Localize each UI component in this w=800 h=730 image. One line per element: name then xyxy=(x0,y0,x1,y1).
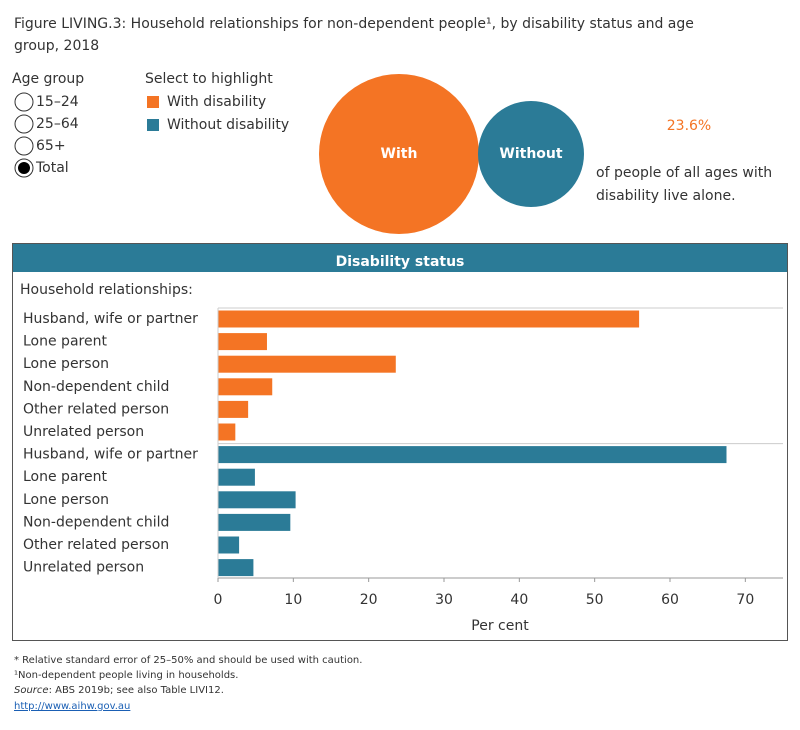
legend-label[interactable]: Without disability xyxy=(167,117,289,133)
bar[interactable] xyxy=(218,355,396,373)
bar[interactable] xyxy=(218,491,296,509)
bar[interactable] xyxy=(218,536,240,554)
x-tick-label: 0 xyxy=(214,592,223,608)
title: Figure LIVING.3: Household relationships… xyxy=(14,16,694,32)
bar[interactable] xyxy=(218,310,640,328)
footnote: ¹Non-dependent people living in househol… xyxy=(14,670,238,681)
y-tick-label: Lone parent xyxy=(23,334,107,350)
y-tick-label: Other related person xyxy=(23,537,169,553)
y-tick-label: Unrelated person xyxy=(23,424,144,440)
filter-label: Age group xyxy=(12,71,84,87)
footnote: * Relative standard error of 25–50% and … xyxy=(14,655,362,666)
bubble[interactable] xyxy=(319,74,479,234)
y-tick-label: Lone parent xyxy=(23,469,107,485)
source-label: Source xyxy=(14,685,49,696)
bar[interactable] xyxy=(218,333,267,351)
y-tick-label: Unrelated person xyxy=(23,560,144,576)
bar[interactable] xyxy=(218,468,255,486)
y-tick-label: Other related person xyxy=(23,401,169,417)
y-tick-label: Husband, wife or partner xyxy=(23,447,198,463)
legend-label[interactable]: With disability xyxy=(167,94,266,110)
x-tick-label: 30 xyxy=(435,592,453,608)
x-tick-label: 10 xyxy=(284,592,302,608)
x-tick-label: 20 xyxy=(360,592,378,608)
bar[interactable] xyxy=(218,513,291,531)
x-tick-label: 60 xyxy=(661,592,679,608)
y-tick-label: Non-dependent child xyxy=(23,514,169,530)
bubble-label: Without xyxy=(499,146,562,162)
callout-text: disability live alone. xyxy=(596,188,736,204)
callout-text: of people of all ages with xyxy=(596,165,772,181)
source-text: : ABS 2019b; see also Table LIVI12. xyxy=(49,685,224,696)
y-tick-label: Husband, wife or partner xyxy=(23,311,198,327)
panel-subtitle: Household relationships: xyxy=(20,282,193,298)
title: group, 2018 xyxy=(14,38,99,54)
callout-value: 23.6% xyxy=(667,118,711,134)
bar[interactable] xyxy=(218,400,249,418)
bar[interactable] xyxy=(218,559,254,577)
radio-label[interactable]: 15–24 xyxy=(36,94,79,110)
bubble-label: With xyxy=(381,146,418,162)
radio[interactable] xyxy=(14,114,34,134)
x-axis-label: Per cent xyxy=(471,618,529,634)
y-tick-label: Non-dependent child xyxy=(23,379,169,395)
bar[interactable] xyxy=(218,446,727,464)
source: Source: ABS 2019b; see also Table LIVI12… xyxy=(14,685,224,696)
radio[interactable] xyxy=(14,136,34,156)
bar[interactable] xyxy=(218,423,236,441)
x-tick-label: 40 xyxy=(510,592,528,608)
y-tick-label: Lone person xyxy=(23,492,109,508)
radio-dot xyxy=(18,162,30,174)
link[interactable]: http://www.aihw.gov.au xyxy=(14,701,130,712)
x-tick-label: 70 xyxy=(736,592,754,608)
bar[interactable] xyxy=(218,378,273,396)
x-tick-label: 50 xyxy=(586,592,604,608)
radio[interactable] xyxy=(14,92,34,112)
radio-label[interactable]: Total xyxy=(35,160,69,176)
panel xyxy=(12,243,788,641)
radio-label[interactable]: 25–64 xyxy=(36,116,79,132)
legend-swatch[interactable] xyxy=(147,119,159,131)
bubble[interactable] xyxy=(478,101,584,207)
y-tick-label: Lone person xyxy=(23,356,109,372)
panel-header xyxy=(13,244,787,272)
legend-swatch[interactable] xyxy=(147,96,159,108)
radio-label[interactable]: 65+ xyxy=(36,138,66,154)
legend-title: Select to highlight xyxy=(145,71,273,87)
panel-title: Disability status xyxy=(336,254,465,270)
